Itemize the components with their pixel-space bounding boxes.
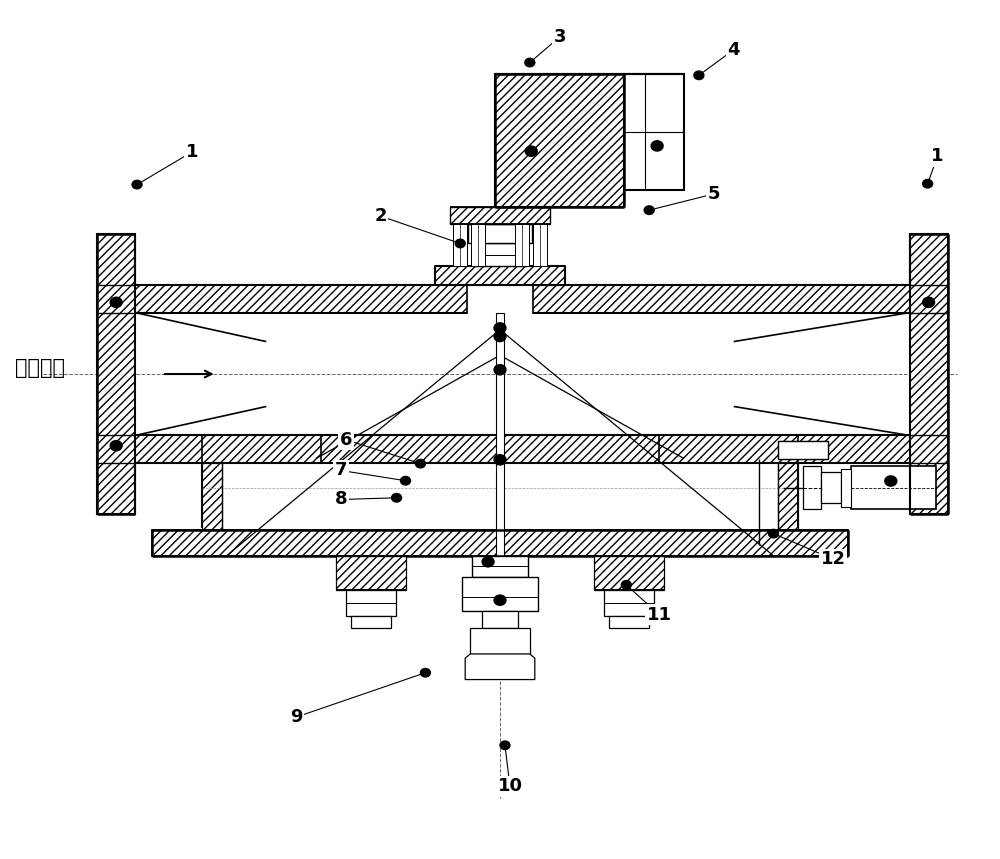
Bar [609, 616, 649, 628]
Bar [97, 285, 467, 313]
Circle shape [494, 454, 506, 465]
Circle shape [768, 529, 778, 538]
Text: 1: 1 [931, 148, 944, 166]
Circle shape [525, 146, 537, 156]
Text: 1: 1 [185, 143, 198, 161]
Circle shape [415, 460, 425, 468]
Bar [470, 628, 530, 654]
Bar [604, 590, 654, 616]
Circle shape [885, 476, 897, 486]
Circle shape [110, 441, 122, 451]
Circle shape [525, 58, 535, 67]
Bar [515, 224, 529, 266]
Bar [97, 234, 135, 514]
Bar [152, 530, 848, 556]
Text: 8: 8 [335, 490, 347, 509]
Bar [496, 313, 504, 624]
Circle shape [923, 180, 933, 188]
Text: 9: 9 [290, 708, 302, 726]
Bar [468, 224, 532, 242]
Text: 10: 10 [497, 777, 522, 795]
Text: 6: 6 [340, 430, 352, 448]
Text: 11: 11 [647, 606, 672, 624]
Bar [346, 590, 396, 616]
Circle shape [694, 71, 704, 80]
Bar [453, 224, 467, 266]
Bar [778, 463, 798, 530]
Circle shape [644, 206, 654, 215]
Circle shape [494, 323, 506, 333]
Bar [471, 224, 485, 266]
Bar [351, 616, 391, 628]
Bar [803, 466, 821, 509]
Bar [97, 436, 948, 463]
Text: 4: 4 [727, 40, 740, 58]
Circle shape [132, 180, 142, 189]
Bar [473, 242, 527, 266]
Polygon shape [465, 654, 535, 679]
Bar [202, 436, 321, 463]
Bar [202, 463, 222, 530]
Bar [336, 556, 406, 590]
Bar [472, 556, 528, 577]
Circle shape [455, 239, 465, 247]
Circle shape [494, 332, 506, 342]
Circle shape [482, 557, 494, 567]
Bar [851, 466, 936, 509]
Bar [533, 285, 948, 313]
Circle shape [401, 477, 411, 485]
Text: 5: 5 [708, 185, 720, 203]
Bar [482, 612, 518, 628]
Circle shape [500, 741, 510, 750]
Bar [910, 234, 948, 514]
Circle shape [420, 668, 430, 677]
Bar [462, 577, 538, 612]
Bar [624, 75, 684, 190]
Text: 12: 12 [821, 551, 846, 568]
Bar [495, 75, 624, 207]
Circle shape [494, 595, 506, 606]
Bar [594, 556, 664, 590]
Bar [435, 266, 565, 285]
Bar [778, 442, 828, 459]
Bar [533, 224, 547, 266]
Bar [841, 469, 851, 507]
Circle shape [923, 297, 935, 308]
Bar [659, 436, 798, 463]
Circle shape [651, 141, 663, 151]
Text: 油液入口: 油液入口 [15, 358, 65, 378]
Text: 2: 2 [374, 207, 387, 225]
Bar [821, 472, 841, 503]
Circle shape [392, 494, 402, 502]
Circle shape [621, 581, 631, 589]
Bar [450, 207, 550, 224]
Circle shape [494, 364, 506, 375]
Text: 3: 3 [553, 27, 566, 46]
Circle shape [110, 297, 122, 308]
Text: 7: 7 [335, 461, 347, 479]
Bar [778, 442, 828, 459]
